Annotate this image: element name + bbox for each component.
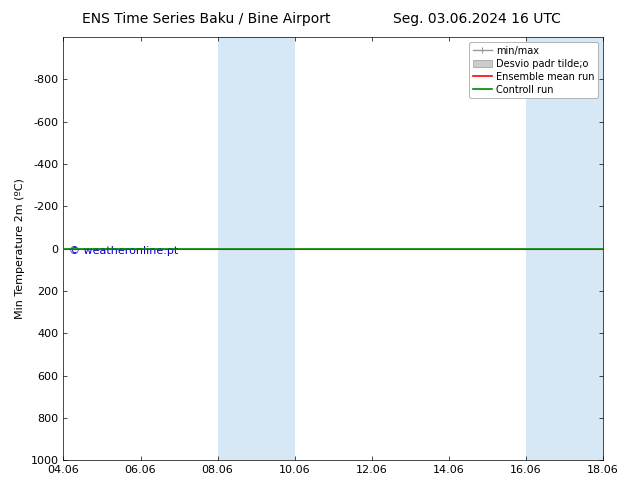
- Bar: [217, 37, 295, 460]
- Bar: [526, 37, 603, 460]
- Text: © weatheronline.pt: © weatheronline.pt: [69, 246, 178, 256]
- Text: ENS Time Series Baku / Bine Airport: ENS Time Series Baku / Bine Airport: [82, 12, 331, 26]
- Text: Seg. 03.06.2024 16 UTC: Seg. 03.06.2024 16 UTC: [393, 12, 561, 26]
- Y-axis label: Min Temperature 2m (ºC): Min Temperature 2m (ºC): [15, 178, 25, 319]
- Legend: min/max, Desvio padr tilde;o, Ensemble mean run, Controll run: min/max, Desvio padr tilde;o, Ensemble m…: [469, 42, 598, 98]
